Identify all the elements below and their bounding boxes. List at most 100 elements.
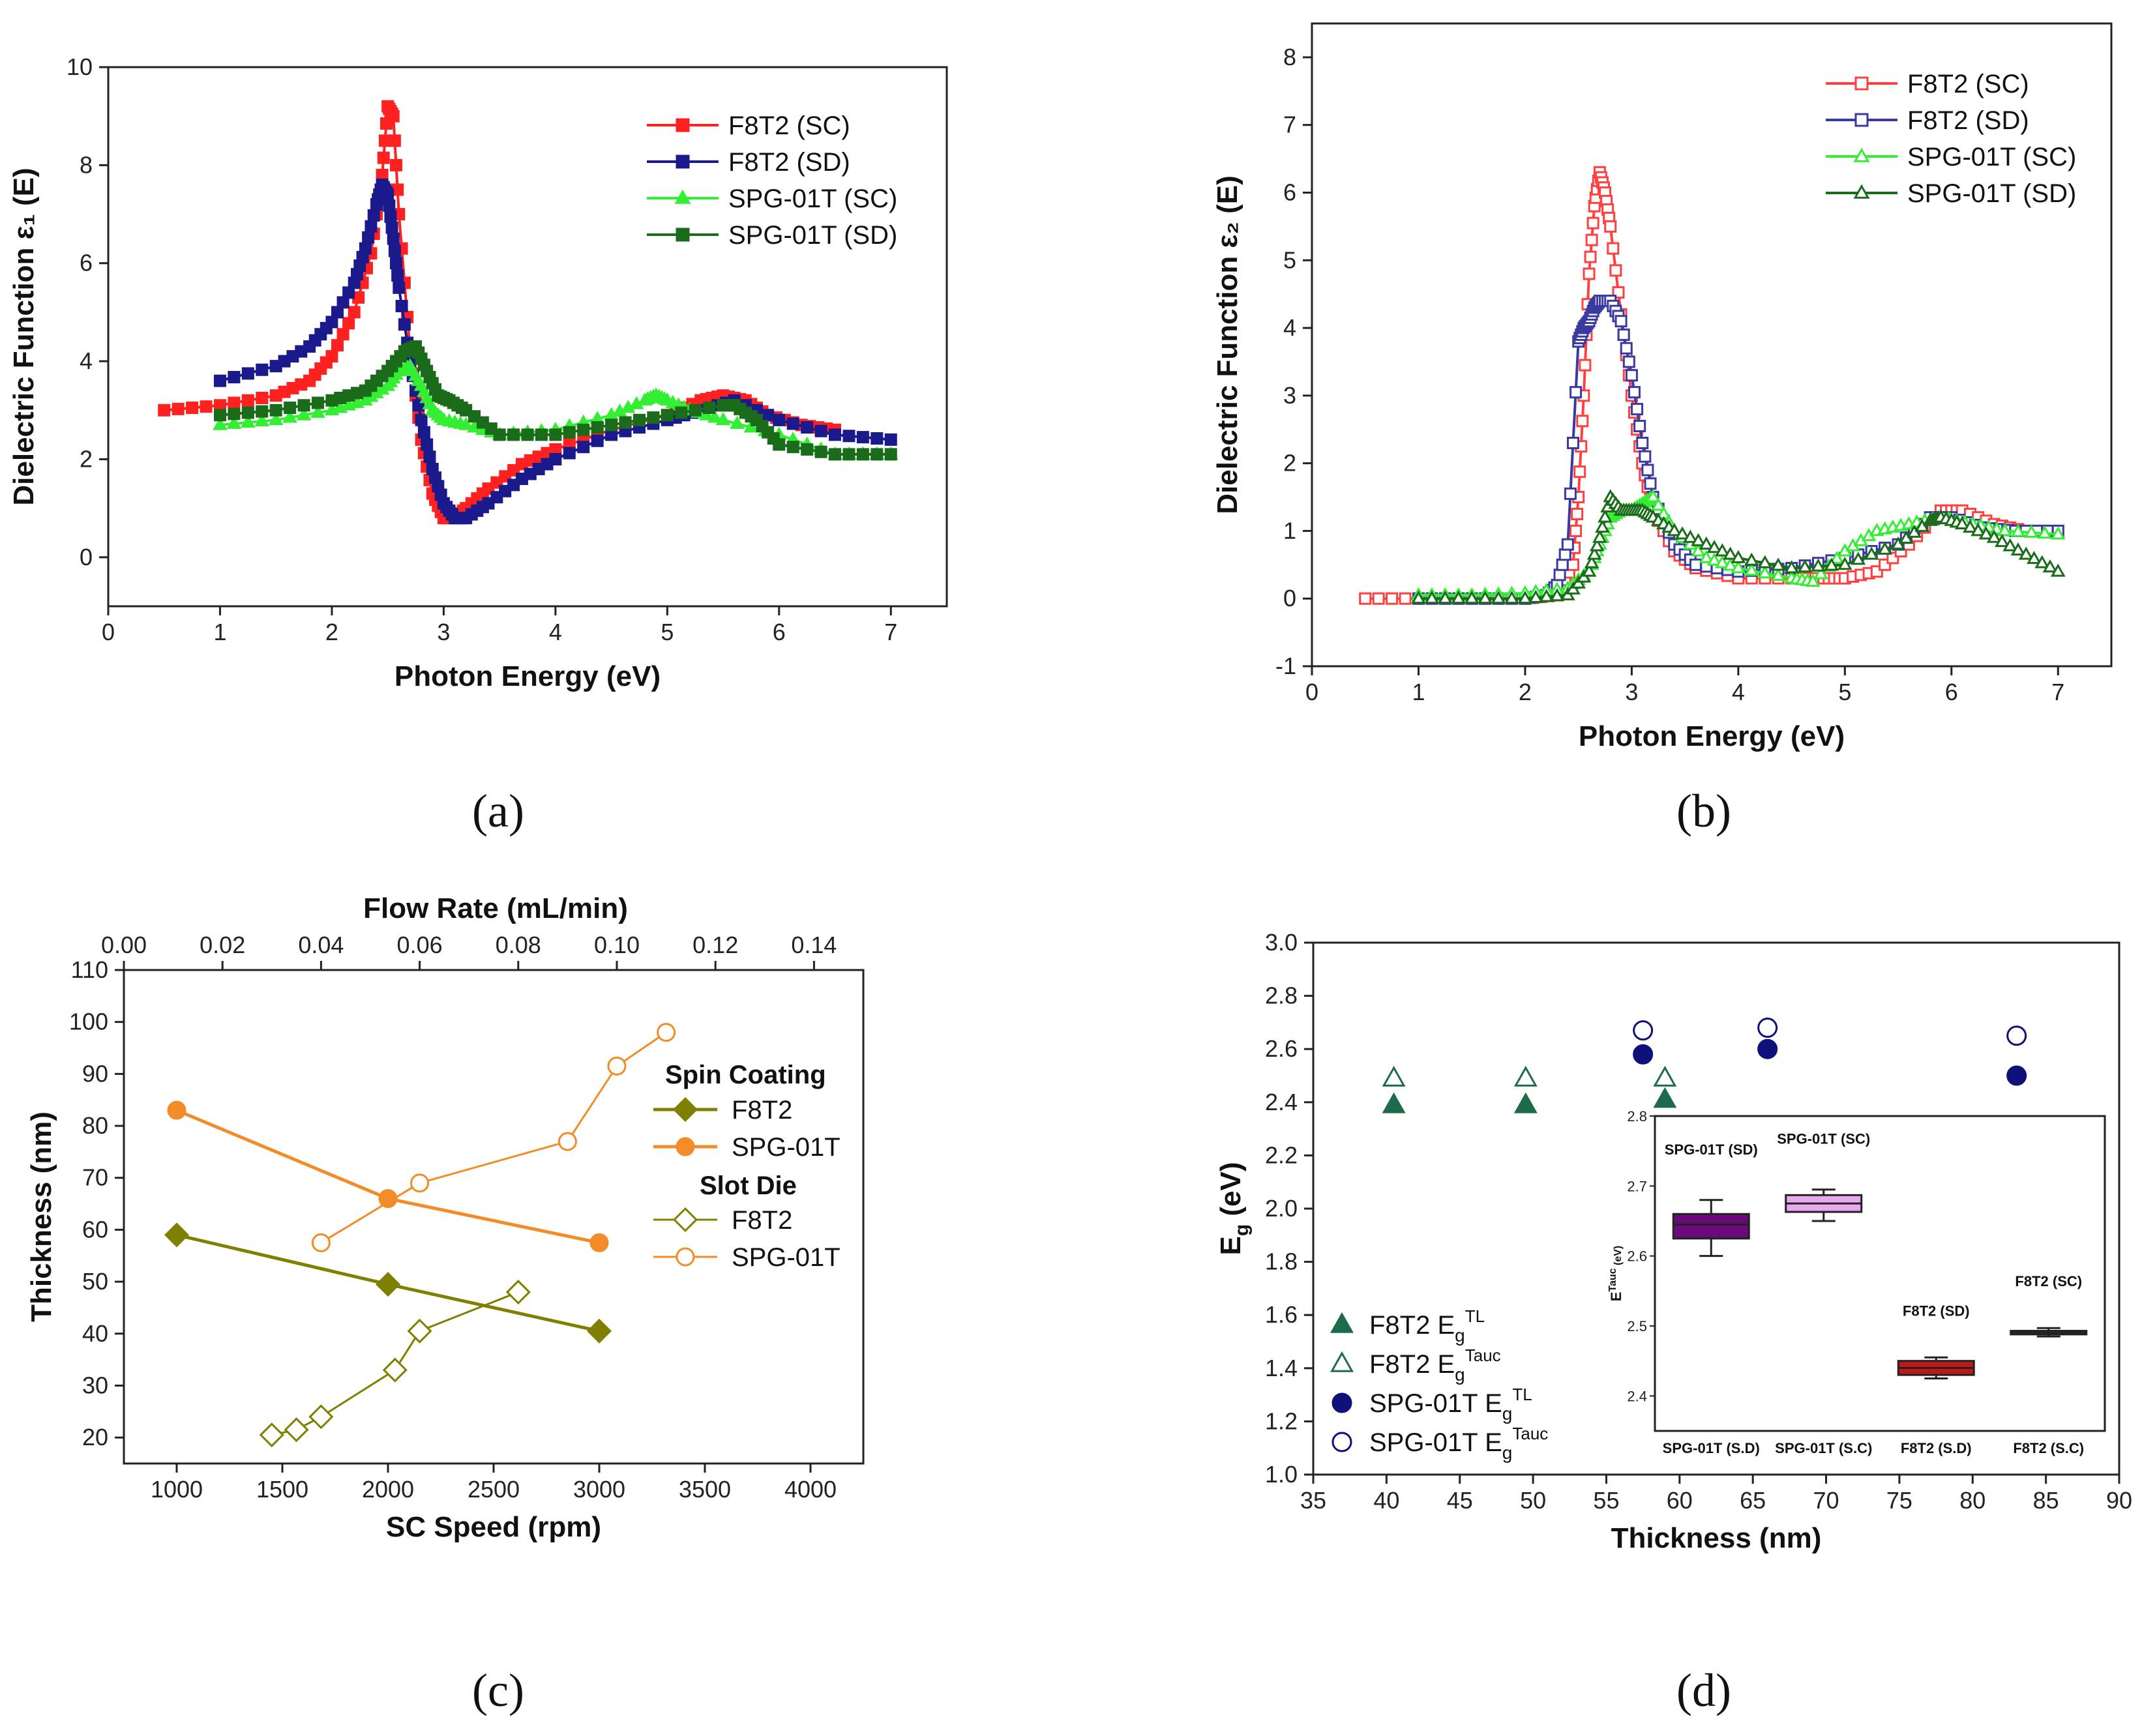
data-point <box>390 257 403 270</box>
legend-marker <box>676 228 690 242</box>
y-tick-label: 80 <box>82 1112 108 1139</box>
legend-label: F8T2 (SD) <box>728 148 850 177</box>
y-tick-label: 2 <box>80 445 93 472</box>
data-point <box>1617 328 1630 341</box>
inset-box-title: SPG-01T (SC) <box>1777 1131 1870 1147</box>
y-tick-label: 4 <box>1283 314 1296 341</box>
series-3 <box>311 1023 676 1252</box>
legend-sub: g <box>1455 1364 1465 1385</box>
data-point <box>240 414 256 428</box>
data-point <box>535 428 548 441</box>
series-1 <box>167 1100 609 1252</box>
data-point <box>589 1233 609 1252</box>
y-tick-label: 0 <box>80 544 93 570</box>
data-point <box>549 428 562 441</box>
data-point <box>619 416 632 429</box>
data-point <box>870 432 884 445</box>
data-point <box>657 1023 676 1042</box>
data-point <box>164 1222 190 1248</box>
data-point <box>1571 507 1584 520</box>
x-tick-label: 70 <box>1813 1487 1839 1514</box>
panel-label: (b) <box>1676 785 1731 837</box>
x-tick-label: 60 <box>1667 1487 1693 1514</box>
y-axis-label: Thickness (nm) <box>25 1111 57 1322</box>
x-tick-label: 7 <box>2051 679 2064 705</box>
data-point <box>256 391 269 404</box>
data-point <box>1583 267 1596 280</box>
y-tick-label: 6 <box>80 250 93 276</box>
legend-label: SPG-01T (SC) <box>728 184 897 213</box>
inset-category-label: SPG-01T (S.C) <box>1775 1440 1872 1456</box>
data-point <box>1513 1092 1538 1113</box>
data-point <box>364 220 378 233</box>
data-point <box>829 448 842 461</box>
data-point <box>762 409 775 422</box>
data-point <box>884 448 897 461</box>
legend-marker <box>676 1137 695 1156</box>
data-point <box>312 396 324 409</box>
x-axis-label: Photon Energy (eV) <box>394 660 661 692</box>
y-tick-label: 60 <box>82 1216 108 1243</box>
series-2 <box>1633 1038 2027 1086</box>
x-tick-label: 2 <box>325 619 338 645</box>
inset-box-title: F8T2 (SC) <box>2015 1273 2082 1289</box>
data-point <box>407 1318 432 1344</box>
data-point <box>359 242 372 255</box>
legend-marker <box>672 1207 698 1233</box>
data-point <box>381 188 394 201</box>
data-point <box>1954 516 1970 529</box>
legend-label: SPG-01T (SC) <box>1907 143 2076 171</box>
data-point <box>336 328 350 341</box>
legend-marker <box>1331 1432 1352 1452</box>
data-point <box>1566 436 1579 449</box>
data-point <box>2050 563 2066 577</box>
data-point <box>715 412 731 426</box>
data-point <box>331 339 344 352</box>
x-axis-label: Thickness (nm) <box>1611 1522 1822 1554</box>
data-point <box>311 1233 331 1252</box>
data-point <box>1706 552 1722 566</box>
x-tick-label: 6 <box>773 619 786 645</box>
data-point <box>1653 1087 1677 1108</box>
legend-sup: Tauc <box>1512 1424 1548 1443</box>
x-tick-label: 45 <box>1447 1487 1473 1514</box>
data-point <box>1851 552 1866 565</box>
data-point <box>241 367 254 380</box>
data-point <box>2010 523 2026 537</box>
data-point <box>505 1280 531 1305</box>
data-point <box>310 404 325 418</box>
inset-box <box>1672 1199 1750 1258</box>
data-point <box>1667 523 1682 537</box>
series-2 <box>259 1280 531 1448</box>
data-point <box>296 407 312 420</box>
data-point <box>421 438 434 451</box>
chart-c: 1000 1500 2000 2500 3000 3500 4000 20 30 40 50 60 70… <box>25 892 865 1543</box>
data-point <box>171 402 185 415</box>
data-point <box>1644 477 1657 490</box>
y-tick-label: 3 <box>1283 382 1296 409</box>
data-point <box>1877 541 1893 555</box>
y-tick-label: 1.6 <box>1265 1301 1298 1328</box>
data-point <box>1561 538 1574 551</box>
data-point <box>1609 264 1622 277</box>
data-point <box>1622 355 1635 368</box>
data-point <box>1757 1038 1778 1059</box>
x-axis-label: Photon Energy (eV) <box>1579 720 1845 752</box>
y-label-sub: g <box>1231 1224 1253 1236</box>
legend-sup: TL <box>1465 1306 1485 1326</box>
legend: Spin Coating Slot Die F8T2 SPG-01T F8T2 SPG-0… <box>653 1061 840 1272</box>
y-tick-label: 2.4 <box>1265 1089 1298 1115</box>
series-1 <box>1382 1065 1677 1087</box>
data-point <box>1805 574 1821 587</box>
y-axis-label: Dielectric Function ε₁ (E) <box>8 168 40 505</box>
data-point <box>1628 386 1641 399</box>
data-point <box>213 374 226 387</box>
data-point <box>521 428 534 441</box>
data-point <box>378 1189 398 1209</box>
data-point <box>1553 568 1566 581</box>
data-point <box>1714 555 1730 568</box>
data-point <box>1359 592 1372 605</box>
data-point <box>856 448 869 461</box>
data-point <box>1971 523 1986 537</box>
